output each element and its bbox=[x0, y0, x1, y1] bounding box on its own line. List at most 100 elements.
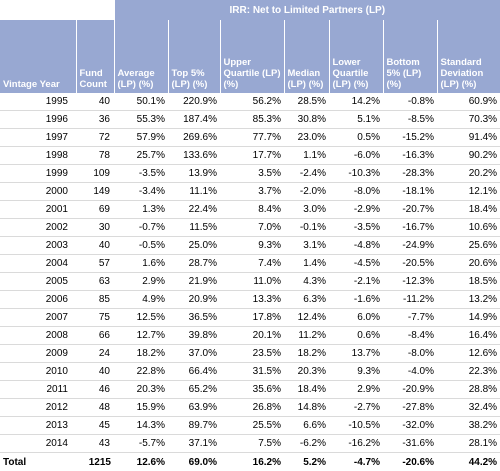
total-bottom5: -20.6% bbox=[383, 453, 437, 471]
bottom5-cell: -8.4% bbox=[383, 327, 437, 345]
lower-quartile-cell: -10.5% bbox=[329, 417, 383, 435]
average-cell: 4.9% bbox=[114, 291, 168, 309]
vintage-year-cell: 1996 bbox=[0, 111, 76, 129]
header-upper-quartile: Upper Quartile (LP) (%) bbox=[220, 20, 284, 93]
average-cell: 12.5% bbox=[114, 309, 168, 327]
lower-quartile-cell: -4.5% bbox=[329, 255, 383, 273]
average-cell: 18.2% bbox=[114, 345, 168, 363]
std-dev-cell: 13.2% bbox=[437, 291, 500, 309]
median-cell: 30.8% bbox=[284, 111, 329, 129]
fund-count-cell: 36 bbox=[76, 111, 114, 129]
upper-quartile-cell: 85.3% bbox=[220, 111, 284, 129]
std-dev-cell: 12.6% bbox=[437, 345, 500, 363]
upper-quartile-cell: 3.5% bbox=[220, 165, 284, 183]
lower-quartile-cell: -6.0% bbox=[329, 147, 383, 165]
top5-cell: 21.9% bbox=[168, 273, 220, 291]
top5-cell: 89.7% bbox=[168, 417, 220, 435]
top5-cell: 37.1% bbox=[168, 435, 220, 453]
std-dev-cell: 91.4% bbox=[437, 129, 500, 147]
average-cell: 2.9% bbox=[114, 273, 168, 291]
bottom5-cell: -11.2% bbox=[383, 291, 437, 309]
std-dev-cell: 10.6% bbox=[437, 219, 500, 237]
upper-quartile-cell: 17.7% bbox=[220, 147, 284, 165]
total-row: Total 1215 12.6% 69.0% 16.2% 5.2% -4.7% … bbox=[0, 453, 500, 471]
vintage-year-cell: 2003 bbox=[0, 237, 76, 255]
average-cell: 57.9% bbox=[114, 129, 168, 147]
vintage-year-cell: 2012 bbox=[0, 399, 76, 417]
fund-count-cell: 24 bbox=[76, 345, 114, 363]
average-cell: 15.9% bbox=[114, 399, 168, 417]
top5-cell: 133.6% bbox=[168, 147, 220, 165]
median-cell: -2.4% bbox=[284, 165, 329, 183]
fund-count-cell: 75 bbox=[76, 309, 114, 327]
lower-quartile-cell: -3.5% bbox=[329, 219, 383, 237]
upper-quartile-cell: 23.5% bbox=[220, 345, 284, 363]
vintage-year-cell: 1995 bbox=[0, 93, 76, 111]
fund-count-cell: 40 bbox=[76, 93, 114, 111]
std-dev-cell: 28.1% bbox=[437, 435, 500, 453]
bottom5-cell: -4.0% bbox=[383, 363, 437, 381]
bottom5-cell: -24.9% bbox=[383, 237, 437, 255]
vintage-year-cell: 2001 bbox=[0, 201, 76, 219]
average-cell: 25.7% bbox=[114, 147, 168, 165]
median-cell: 14.8% bbox=[284, 399, 329, 417]
lower-quartile-cell: 14.2% bbox=[329, 93, 383, 111]
vintage-year-cell: 2000 bbox=[0, 183, 76, 201]
bottom5-cell: -27.8% bbox=[383, 399, 437, 417]
median-cell: 3.1% bbox=[284, 237, 329, 255]
std-dev-cell: 32.4% bbox=[437, 399, 500, 417]
top5-cell: 25.0% bbox=[168, 237, 220, 255]
std-dev-cell: 16.4% bbox=[437, 327, 500, 345]
fund-count-cell: 57 bbox=[76, 255, 114, 273]
fund-count-cell: 72 bbox=[76, 129, 114, 147]
total-std-dev: 44.2% bbox=[437, 453, 500, 471]
top5-cell: 220.9% bbox=[168, 93, 220, 111]
total-upper-quartile: 16.2% bbox=[220, 453, 284, 471]
top5-cell: 65.2% bbox=[168, 381, 220, 399]
lower-quartile-cell: -16.2% bbox=[329, 435, 383, 453]
upper-quartile-cell: 20.1% bbox=[220, 327, 284, 345]
bottom5-cell: -16.3% bbox=[383, 147, 437, 165]
bottom5-cell: -20.7% bbox=[383, 201, 437, 219]
vintage-year-cell: 1997 bbox=[0, 129, 76, 147]
vintage-year-cell: 2005 bbox=[0, 273, 76, 291]
vintage-year-cell: 1999 bbox=[0, 165, 76, 183]
top5-cell: 269.6% bbox=[168, 129, 220, 147]
lower-quartile-cell: -2.9% bbox=[329, 201, 383, 219]
bottom5-cell: -20.5% bbox=[383, 255, 437, 273]
header-top5: Top 5% (LP) (%) bbox=[168, 20, 220, 93]
median-cell: 6.6% bbox=[284, 417, 329, 435]
upper-quartile-cell: 7.4% bbox=[220, 255, 284, 273]
bottom5-cell: -32.0% bbox=[383, 417, 437, 435]
bottom5-cell: -28.3% bbox=[383, 165, 437, 183]
std-dev-cell: 18.5% bbox=[437, 273, 500, 291]
top5-cell: 63.9% bbox=[168, 399, 220, 417]
average-cell: 55.3% bbox=[114, 111, 168, 129]
std-dev-cell: 38.2% bbox=[437, 417, 500, 435]
median-cell: 18.2% bbox=[284, 345, 329, 363]
median-cell: 1.1% bbox=[284, 147, 329, 165]
fund-count-cell: 45 bbox=[76, 417, 114, 435]
upper-quartile-cell: 17.8% bbox=[220, 309, 284, 327]
bottom5-cell: -16.7% bbox=[383, 219, 437, 237]
vintage-year-cell: 2011 bbox=[0, 381, 76, 399]
median-cell: -2.0% bbox=[284, 183, 329, 201]
upper-quartile-cell: 35.6% bbox=[220, 381, 284, 399]
top5-cell: 39.8% bbox=[168, 327, 220, 345]
top5-cell: 28.7% bbox=[168, 255, 220, 273]
bottom5-cell: -18.1% bbox=[383, 183, 437, 201]
fund-count-cell: 43 bbox=[76, 435, 114, 453]
median-cell: 12.4% bbox=[284, 309, 329, 327]
fund-count-cell: 63 bbox=[76, 273, 114, 291]
lower-quartile-cell: -2.1% bbox=[329, 273, 383, 291]
vintage-year-cell: 2009 bbox=[0, 345, 76, 363]
std-dev-cell: 20.2% bbox=[437, 165, 500, 183]
